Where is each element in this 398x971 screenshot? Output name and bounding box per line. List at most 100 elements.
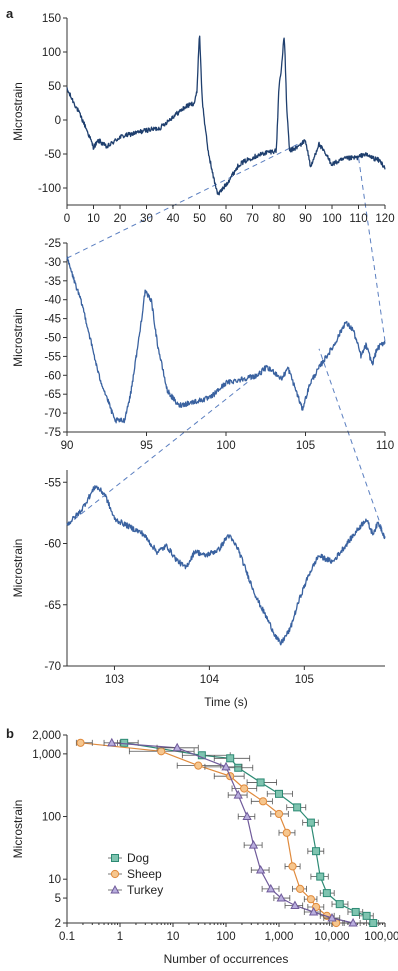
- y-axis-label: Microstrain: [11, 82, 25, 141]
- series-line: [80, 742, 337, 924]
- x-tick-label: 10: [87, 213, 100, 225]
- zoom-connector: [318, 348, 386, 538]
- data-point: [362, 911, 371, 920]
- panel-a-bottom-chart: -70 -65 -60 -55 103 104 105 Microstrain Time (s): [11, 470, 386, 709]
- data-point: [240, 784, 249, 793]
- legend-label: Sheep: [127, 867, 162, 881]
- x-tick-label: 120: [375, 213, 394, 225]
- y-tick-label: 2: [55, 918, 61, 930]
- data-point: [258, 797, 268, 806]
- y-tick-label: -30: [44, 257, 61, 269]
- x-tick-label: 110: [349, 213, 367, 225]
- x-tick-label: 80: [273, 213, 286, 225]
- data-point: [248, 840, 259, 849]
- data-point: [322, 889, 331, 898]
- y-tick-label: 2,000: [32, 730, 61, 742]
- data-point: [256, 778, 265, 787]
- y-tick-label: -25: [44, 238, 61, 250]
- data-point: [288, 862, 297, 871]
- x-tick-label: 100: [216, 931, 235, 943]
- y-tick-label: -75: [44, 427, 61, 439]
- x-tick-label: 100: [322, 213, 341, 225]
- x-tick-label: 0: [64, 213, 70, 225]
- zoom-connector: [358, 157, 386, 342]
- data-point: [312, 847, 321, 856]
- x-tick-label: 103: [105, 674, 124, 686]
- x-tick-label: 105: [296, 440, 315, 452]
- strain-trace: [66, 256, 386, 424]
- y-tick-label: -35: [44, 276, 61, 288]
- y-tick-label: -50: [44, 333, 61, 345]
- y-tick-label: 5: [55, 893, 61, 905]
- y-tick-label: -70: [44, 661, 61, 673]
- data-point: [295, 884, 305, 894]
- y-tick-label: -60: [44, 539, 61, 551]
- data-point: [172, 742, 182, 752]
- x-tick-label: 70: [246, 213, 259, 225]
- legend: Dog Sheep Turkey: [108, 851, 163, 897]
- legend-label: Dog: [127, 851, 149, 865]
- zoom-connector-lines: [66, 139, 386, 538]
- data-point: [369, 919, 378, 927]
- data-point: [348, 917, 358, 927]
- data-point: [316, 872, 325, 881]
- zoom-connector: [66, 139, 306, 259]
- data-point: [197, 751, 206, 760]
- y-tick-label: -65: [44, 600, 61, 612]
- data-point: [306, 895, 316, 904]
- y-tick-label: -45: [44, 314, 61, 326]
- panel-a-letter: a: [6, 6, 14, 21]
- x-tick-label: 100: [216, 440, 235, 452]
- x-tick-label: 90: [299, 213, 312, 225]
- y-tick-label: -100: [38, 183, 61, 195]
- data-point: [234, 763, 243, 772]
- data-point: [276, 893, 286, 902]
- data-point: [233, 790, 243, 799]
- data-point: [293, 803, 302, 812]
- y-tick-label: 1,000: [32, 749, 61, 761]
- y-tick-label: -55: [44, 351, 61, 363]
- x-tick-label: 100,000: [364, 931, 398, 943]
- y-axis-label: Microstrain: [11, 539, 25, 598]
- data-point: [274, 809, 284, 819]
- x-tick-label: 0.1: [59, 931, 75, 943]
- legend-marker: [111, 854, 119, 862]
- data-point: [275, 789, 283, 798]
- series-sheep: [75, 738, 344, 928]
- x-tick-label: 1,000: [265, 931, 294, 943]
- x-tick-label: 1: [117, 931, 123, 943]
- x-tick-label: 50: [193, 213, 206, 225]
- data-point: [226, 754, 235, 763]
- data-point: [107, 737, 117, 747]
- series-dog: [117, 738, 379, 927]
- series-turkey: [103, 737, 361, 927]
- data-point: [335, 900, 344, 909]
- y-tick-label: 50: [48, 81, 61, 93]
- y-tick-label: -50: [44, 149, 61, 161]
- x-tick-label: 110: [376, 440, 394, 452]
- x-tick-label: 104: [200, 674, 220, 686]
- x-axis-label: Number of occurrences: [164, 952, 289, 966]
- data-point: [120, 738, 129, 747]
- x-tick-label: 95: [140, 440, 153, 452]
- x-tick-label: 30: [140, 213, 153, 225]
- x-tick-label: 90: [61, 440, 74, 452]
- y-tick-label: -60: [44, 370, 61, 382]
- data-point: [76, 738, 85, 747]
- x-tick-label: 105: [295, 674, 314, 686]
- legend-label: Turkey: [127, 883, 163, 897]
- data-point: [242, 811, 252, 821]
- x-tick-label: 20: [114, 213, 127, 225]
- legend-marker: [110, 869, 120, 879]
- strain-trace: [66, 35, 386, 196]
- y-axis-label: Microstrain: [11, 800, 25, 859]
- data-point: [255, 864, 266, 874]
- data-point: [308, 906, 319, 916]
- x-tick-label: 10,000: [314, 931, 349, 943]
- y-axis-label: Microstrain: [11, 308, 25, 367]
- data-point: [221, 761, 231, 771]
- data-point: [266, 883, 276, 893]
- data-point: [157, 747, 166, 756]
- panel-b-letter: b: [6, 726, 14, 741]
